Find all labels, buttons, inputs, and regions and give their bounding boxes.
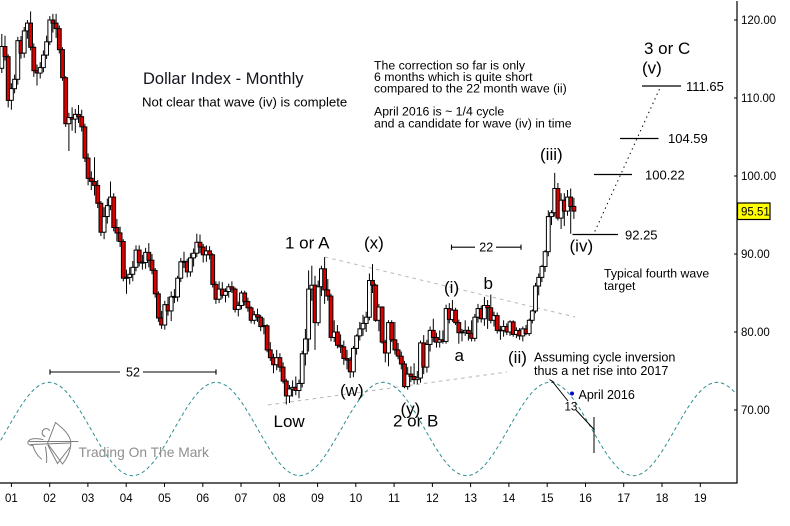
svg-text:104.59: 104.59 — [668, 131, 708, 146]
svg-text:10: 10 — [349, 493, 362, 505]
svg-text:22: 22 — [479, 241, 493, 255]
svg-text:(w): (w) — [340, 381, 364, 400]
svg-text:111.65: 111.65 — [686, 79, 724, 94]
svg-text:95.51: 95.51 — [741, 207, 770, 219]
svg-text:07: 07 — [235, 493, 248, 505]
svg-text:(x): (x) — [364, 234, 384, 253]
svg-text:70.00: 70.00 — [741, 405, 770, 417]
svg-text:92.25: 92.25 — [625, 228, 658, 243]
svg-text:120.00: 120.00 — [741, 15, 776, 27]
svg-text:Trading On The Mark: Trading On The Mark — [79, 445, 209, 460]
svg-text:thus a net rise into 2017: thus a net rise into 2017 — [534, 364, 668, 378]
svg-text:b: b — [484, 274, 493, 293]
svg-text:(ii): (ii) — [508, 348, 527, 367]
svg-text:05: 05 — [158, 493, 171, 505]
svg-text:13: 13 — [565, 402, 578, 414]
svg-text:13: 13 — [464, 493, 477, 505]
svg-text:(iii): (iii) — [540, 145, 563, 164]
svg-text:15: 15 — [541, 493, 554, 505]
svg-text:08: 08 — [273, 493, 286, 505]
svg-text:100.22: 100.22 — [645, 168, 685, 183]
svg-text:Low: Low — [274, 412, 306, 431]
svg-text:09: 09 — [311, 493, 324, 505]
svg-text:(iv): (iv) — [570, 237, 594, 256]
svg-text:Assuming cycle inversion: Assuming cycle inversion — [534, 351, 675, 365]
svg-text:18: 18 — [656, 493, 669, 505]
svg-text:(i): (i) — [444, 278, 459, 297]
svg-text:14: 14 — [503, 493, 516, 505]
svg-text:110.00: 110.00 — [741, 93, 775, 105]
svg-text:and a candidate for wave (iv): and a candidate for wave (iv) in time — [374, 116, 572, 130]
svg-text:Dollar Index - Monthly: Dollar Index - Monthly — [143, 70, 304, 88]
svg-text:2 or B: 2 or B — [393, 412, 438, 431]
svg-text:a: a — [455, 346, 465, 365]
svg-text:3 or C: 3 or C — [644, 39, 690, 58]
svg-text:Not clear that wave (iv) is co: Not clear that wave (iv) is complete — [142, 95, 347, 110]
svg-text:06: 06 — [196, 493, 209, 505]
svg-text:6 months which is quite short: 6 months which is quite short — [374, 70, 533, 84]
svg-text:100.00: 100.00 — [741, 171, 776, 183]
svg-text:(v): (v) — [642, 59, 662, 78]
svg-text:11: 11 — [388, 493, 400, 505]
svg-text:April 2016 is ~ 1/4 cycle: April 2016 is ~ 1/4 cycle — [374, 105, 504, 119]
svg-text:17: 17 — [617, 493, 630, 505]
svg-text:The correction so far is only: The correction so far is only — [374, 58, 526, 72]
svg-text:April 2016: April 2016 — [579, 388, 635, 402]
svg-text:04: 04 — [120, 493, 133, 505]
svg-text:Typical fourth wave: Typical fourth wave — [604, 267, 709, 281]
svg-text:01: 01 — [5, 493, 18, 505]
svg-text:90.00: 90.00 — [741, 249, 770, 261]
svg-text:02: 02 — [43, 493, 56, 505]
svg-text:19: 19 — [694, 493, 707, 505]
svg-text:target: target — [604, 279, 636, 293]
svg-text:(y): (y) — [401, 400, 421, 419]
svg-text:1 or A: 1 or A — [285, 234, 330, 253]
svg-text:16: 16 — [579, 493, 592, 505]
svg-text:compared to the 22 month wave: compared to the 22 month wave (ii) — [374, 82, 567, 96]
svg-text:12: 12 — [426, 493, 439, 505]
svg-text:80.00: 80.00 — [741, 327, 770, 339]
svg-text:03: 03 — [82, 493, 95, 505]
svg-text:52: 52 — [126, 366, 140, 380]
